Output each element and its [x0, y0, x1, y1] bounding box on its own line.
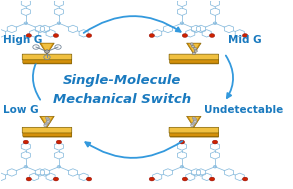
- Circle shape: [149, 34, 154, 37]
- Polygon shape: [42, 117, 52, 126]
- Circle shape: [86, 177, 92, 181]
- Circle shape: [179, 140, 185, 144]
- FancyBboxPatch shape: [23, 60, 72, 64]
- FancyBboxPatch shape: [169, 127, 219, 133]
- FancyBboxPatch shape: [170, 133, 219, 136]
- FancyBboxPatch shape: [23, 133, 72, 137]
- FancyBboxPatch shape: [170, 59, 219, 63]
- Circle shape: [193, 118, 197, 121]
- Circle shape: [190, 43, 193, 45]
- Text: Mechanical Switch: Mechanical Switch: [53, 93, 191, 106]
- Text: Undetectable: Undetectable: [205, 105, 284, 115]
- Circle shape: [182, 177, 188, 181]
- Circle shape: [191, 45, 195, 47]
- Circle shape: [242, 177, 248, 181]
- Text: Mid G: Mid G: [228, 35, 262, 45]
- Text: High G: High G: [3, 35, 43, 45]
- Circle shape: [242, 34, 248, 37]
- Circle shape: [56, 140, 62, 144]
- Circle shape: [180, 22, 184, 24]
- Circle shape: [191, 125, 194, 127]
- Circle shape: [213, 166, 217, 168]
- Polygon shape: [42, 44, 52, 53]
- Circle shape: [192, 52, 195, 55]
- Circle shape: [193, 121, 197, 123]
- Circle shape: [45, 117, 49, 119]
- Circle shape: [47, 119, 50, 122]
- Circle shape: [26, 177, 31, 181]
- Circle shape: [45, 50, 50, 53]
- Circle shape: [213, 22, 217, 24]
- Circle shape: [46, 118, 50, 121]
- Circle shape: [180, 166, 184, 168]
- Polygon shape: [40, 43, 54, 54]
- Circle shape: [149, 177, 154, 181]
- FancyBboxPatch shape: [23, 59, 72, 63]
- Circle shape: [212, 140, 218, 144]
- Circle shape: [194, 119, 197, 122]
- Circle shape: [46, 121, 50, 123]
- FancyBboxPatch shape: [22, 127, 72, 133]
- Circle shape: [192, 122, 195, 124]
- Circle shape: [194, 48, 197, 50]
- FancyBboxPatch shape: [170, 60, 219, 64]
- Circle shape: [24, 166, 28, 168]
- Circle shape: [57, 22, 61, 24]
- Polygon shape: [187, 43, 201, 54]
- Circle shape: [26, 34, 31, 37]
- Text: Single-Molecule: Single-Molecule: [63, 74, 182, 87]
- Circle shape: [44, 123, 48, 126]
- Circle shape: [45, 122, 49, 124]
- FancyBboxPatch shape: [22, 54, 72, 60]
- Polygon shape: [187, 116, 201, 128]
- Circle shape: [44, 125, 47, 127]
- Circle shape: [194, 50, 197, 52]
- Polygon shape: [40, 116, 54, 128]
- Circle shape: [53, 34, 59, 37]
- Circle shape: [209, 34, 215, 37]
- Text: Low G: Low G: [3, 105, 39, 115]
- FancyBboxPatch shape: [170, 133, 219, 137]
- Polygon shape: [189, 117, 199, 126]
- Circle shape: [191, 123, 195, 126]
- Circle shape: [209, 177, 215, 181]
- Circle shape: [192, 117, 195, 119]
- Circle shape: [24, 22, 28, 24]
- Circle shape: [57, 166, 61, 168]
- Circle shape: [53, 177, 59, 181]
- Circle shape: [23, 140, 28, 144]
- Circle shape: [86, 34, 92, 37]
- FancyBboxPatch shape: [169, 54, 219, 60]
- Circle shape: [182, 34, 188, 37]
- FancyBboxPatch shape: [23, 133, 72, 136]
- Polygon shape: [189, 44, 199, 53]
